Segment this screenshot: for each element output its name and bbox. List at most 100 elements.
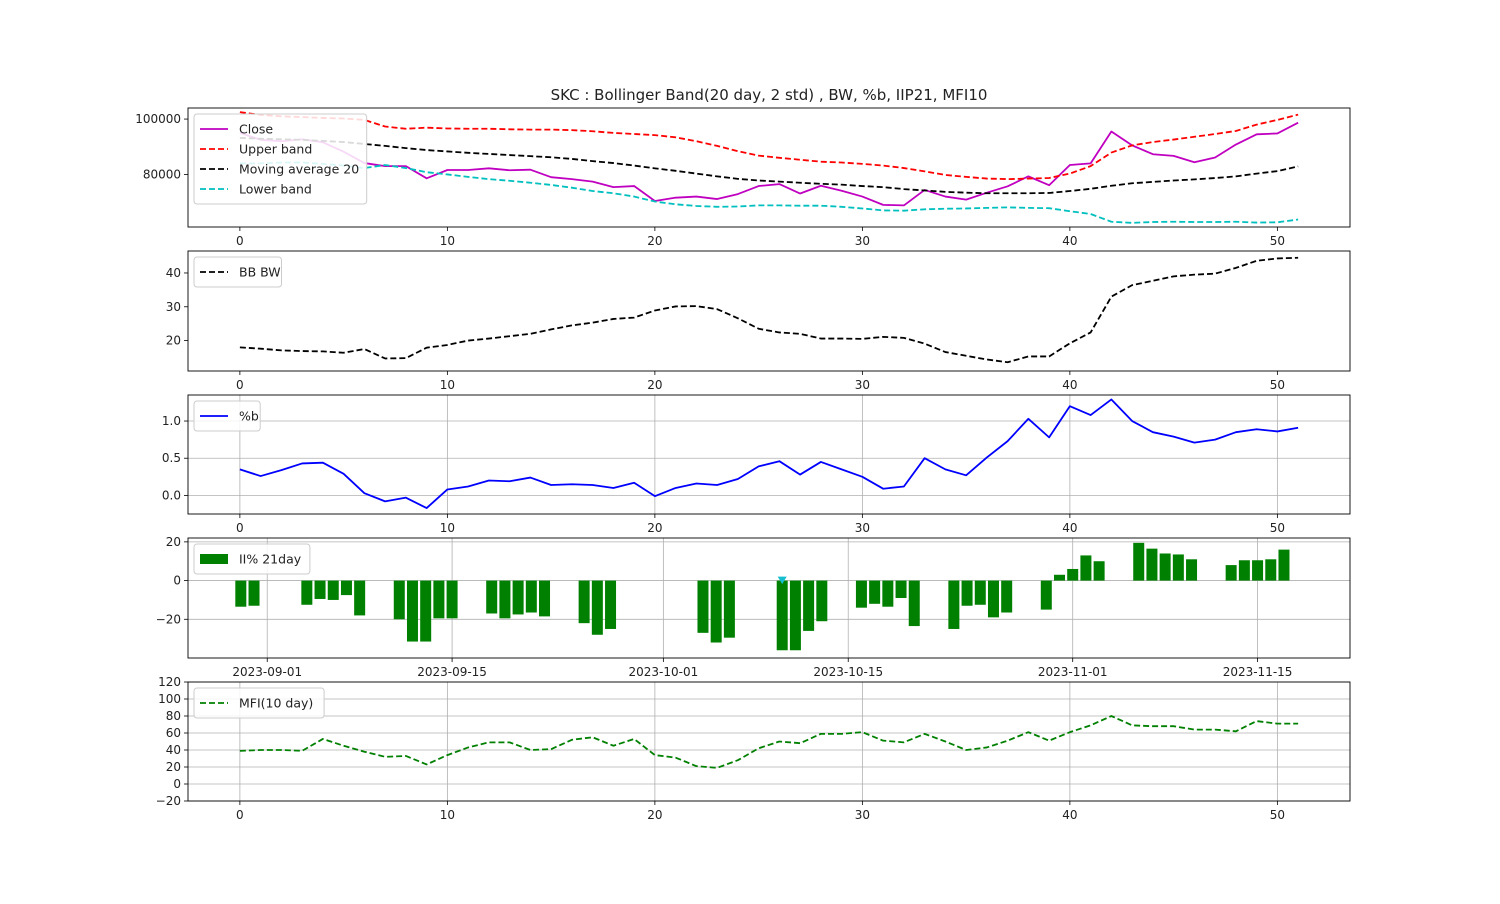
legend-swatch: [200, 554, 228, 564]
legend: BB BW: [193, 256, 282, 288]
bar: [816, 580, 828, 622]
series-line-moving-average-20: [239, 136, 1299, 195]
y-tick-label: −20: [156, 612, 181, 626]
panel-4: 2023-09-01 2023-09-15 2023-10-01 2023-10-15…: [156, 535, 1351, 679]
x-tick-label: 0: [236, 234, 244, 248]
bar: [908, 580, 920, 627]
y-tick-label: 20: [166, 334, 181, 348]
legend-label: Lower band: [239, 182, 312, 197]
bar: [406, 580, 418, 642]
y-tick-label: 0: [173, 777, 181, 791]
y-tick-label: 1.0: [162, 414, 181, 428]
legend-label: %b: [239, 409, 259, 424]
x-tick-label: 10: [440, 808, 455, 822]
y-tick-label: 60: [166, 726, 181, 740]
bar: [539, 580, 551, 617]
bar: [776, 580, 788, 651]
bar: [1040, 580, 1052, 610]
x-tick-label: 2023-09-15: [417, 665, 487, 679]
x-tick-label: 50: [1270, 378, 1285, 392]
bar: [525, 580, 537, 613]
bar: [803, 580, 815, 631]
bar: [869, 580, 881, 604]
bar: [420, 580, 432, 642]
bar: [1146, 548, 1158, 581]
bar: [961, 580, 973, 606]
panel-1: 0 10 20 30 40 50 80000 100000 Close Upper band Mov…: [135, 107, 1351, 248]
bar: [1278, 549, 1290, 581]
y-tick-label: 30: [166, 300, 181, 314]
y-tick-label: 120: [158, 675, 181, 689]
bar: [987, 580, 999, 618]
bar: [327, 580, 339, 600]
y-tick-label: 80000: [143, 167, 181, 181]
series-line-lower-band: [239, 161, 1299, 224]
bar: [433, 580, 445, 619]
legend-box: [193, 113, 368, 205]
plot-frame: [187, 107, 1351, 228]
bar: [974, 580, 986, 605]
plot-frame: [187, 394, 1351, 515]
legend-label: BB BW: [239, 265, 281, 280]
x-tick-label: 50: [1270, 808, 1285, 822]
legend: %b: [193, 400, 261, 432]
x-tick-label: 20: [647, 234, 662, 248]
x-tick-label: 20: [647, 521, 662, 535]
legend-label: Upper band: [239, 142, 312, 157]
bar: [882, 580, 894, 607]
plot-frame: [187, 681, 1351, 802]
bar: [393, 580, 405, 620]
x-tick-label: 40: [1062, 234, 1077, 248]
x-tick-label: 0: [236, 378, 244, 392]
x-tick-label: 30: [855, 808, 870, 822]
bar: [1054, 574, 1065, 581]
bar: [486, 580, 498, 614]
x-tick-label: 30: [855, 378, 870, 392]
y-tick-label: 40: [166, 743, 181, 757]
bar: [1067, 568, 1079, 581]
bar: [1252, 560, 1264, 581]
x-tick-label: 2023-11-15: [1223, 665, 1293, 679]
plot-frame: [187, 250, 1351, 372]
x-tick-label: 10: [440, 234, 455, 248]
legend-label: Close: [239, 122, 273, 137]
legend-label: MFI(10 day): [239, 696, 313, 711]
panel-2: 0 10 20 30 40 50 20 30 40 BB BW: [166, 250, 1351, 392]
x-tick-label: 40: [1062, 378, 1077, 392]
series-line-bb-bw: [239, 256, 1299, 364]
bar: [789, 580, 801, 651]
plot-area: [188, 395, 1350, 514]
legend-box: [193, 256, 282, 288]
legend: Close Upper band Moving average 20 Lower ba…: [193, 113, 368, 205]
bar: [1080, 555, 1092, 581]
y-tick-label: 100000: [135, 112, 181, 126]
y-tick-label: 0: [173, 574, 181, 588]
bar: [1238, 560, 1250, 581]
bar: [248, 580, 260, 606]
y-tick-label: 20: [166, 760, 181, 774]
x-tick-label: 0: [236, 521, 244, 535]
bar: [1172, 554, 1184, 581]
x-tick-label: 40: [1062, 521, 1077, 535]
bar: [591, 580, 603, 635]
plot-area: [188, 251, 1350, 371]
marker-triangle: [777, 576, 787, 585]
series-line--b: [239, 398, 1299, 509]
bar: [1186, 559, 1198, 581]
x-tick-label: 2023-11-01: [1038, 665, 1108, 679]
bar: [948, 580, 960, 629]
y-tick-label: 0.0: [162, 488, 181, 502]
plot-area: [188, 682, 1350, 801]
x-tick-label: 50: [1270, 521, 1285, 535]
bar: [446, 580, 458, 619]
y-tick-label: 0.5: [162, 451, 181, 465]
x-tick-label: 30: [855, 234, 870, 248]
x-tick-label: 10: [440, 521, 455, 535]
y-tick-label: 40: [166, 266, 181, 280]
x-tick-label: 2023-10-01: [628, 665, 698, 679]
legend-label: II% 21day: [239, 552, 302, 567]
bar: [1133, 542, 1145, 581]
legend-box: [193, 687, 325, 719]
